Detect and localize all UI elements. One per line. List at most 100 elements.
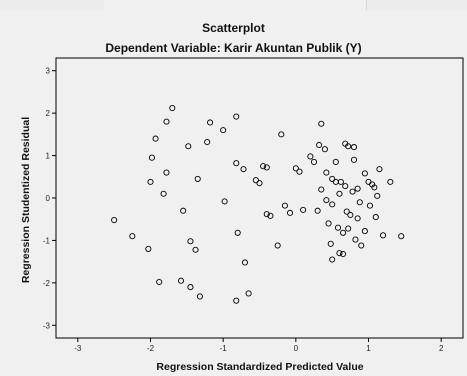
x-tick-label: 1 [366, 344, 371, 353]
x-axis-label: Regression Standardized Predicted Value [156, 361, 364, 373]
scatter-point [129, 233, 136, 240]
scatter-point [160, 190, 167, 197]
scatter-point [332, 158, 339, 165]
scatter-point [316, 141, 323, 149]
scatter-point [145, 245, 152, 252]
scatter-point [241, 259, 249, 266]
y-tick-label: 3 [46, 67, 51, 76]
scatter-point [321, 146, 328, 153]
scatter-point [318, 120, 325, 127]
scatter-point [329, 175, 336, 182]
y-tick-label: -3 [43, 321, 51, 330]
plot-area [55, 57, 464, 339]
scatter-point [323, 169, 330, 176]
scatter-point [300, 206, 307, 213]
scatter-point [349, 188, 356, 195]
scatter-point [152, 135, 159, 142]
x-tick-label: -1 [220, 344, 228, 353]
scatter-point [245, 290, 252, 297]
scatter-point [325, 220, 332, 227]
scatter-point [314, 207, 321, 214]
scatter-point [336, 250, 343, 257]
scatter-point [318, 186, 325, 193]
x-tick-label: -3 [74, 344, 82, 353]
scatter-point [342, 183, 349, 190]
scatter-point [354, 215, 361, 222]
scatter-point [387, 178, 394, 185]
scatter-point [233, 113, 240, 120]
y-tick-label: 0 [46, 194, 51, 203]
scatter-point [147, 178, 154, 185]
y-axis-label: Regression Studentized Residual [20, 116, 32, 284]
scatter-point [260, 163, 267, 170]
y-tick-label: 1 [46, 152, 51, 161]
scatter-point [372, 214, 379, 221]
scatter-point [221, 198, 228, 205]
scatter-point [323, 197, 330, 204]
scatter-point [358, 242, 365, 249]
scatter-point [163, 169, 170, 176]
chart-subtitle: Dependent Variable: Karir Akuntan Publik… [105, 41, 362, 55]
scatter-point [398, 233, 405, 240]
scatter-point [334, 224, 342, 231]
chart-title: Scatterplot [202, 21, 265, 35]
x-tick-label: 2 [439, 344, 444, 353]
scatter-point [340, 250, 347, 258]
scatter-point [156, 278, 163, 286]
scatter-point [196, 293, 203, 300]
scatter-point [267, 212, 274, 219]
scatter-point [366, 202, 374, 209]
scatter-point [336, 190, 343, 197]
scatter-point [371, 184, 378, 191]
scatter-point [281, 202, 288, 209]
scatter-point [278, 131, 285, 138]
scatter-point [263, 211, 270, 218]
y-tick-label: -2 [43, 279, 51, 288]
scatter-point [252, 177, 259, 184]
scatter-point [337, 178, 344, 185]
scatter-point [327, 240, 334, 247]
scatter-point [274, 242, 281, 249]
scatter-point [204, 138, 211, 146]
scatter-point [177, 277, 185, 284]
scatter-point [256, 180, 263, 187]
scatter-point [233, 160, 240, 167]
scatter-point [345, 225, 352, 232]
x-tick-label: 0 [294, 344, 299, 353]
scatter-point [240, 166, 247, 173]
scatter-point [163, 118, 170, 125]
scatter-point [296, 168, 303, 175]
scatter-point [233, 297, 240, 304]
scatter-point [356, 199, 363, 206]
scatter-point [292, 165, 299, 172]
scatter-point [307, 153, 314, 160]
scatter-point [345, 143, 352, 150]
scatter-point [374, 192, 381, 199]
scatter-point [354, 185, 361, 192]
scatter-point [329, 256, 336, 263]
x-tick-label: -2 [147, 344, 155, 353]
scatter-point [148, 154, 155, 161]
scatter-point [263, 164, 270, 171]
y-tick-label: 2 [46, 109, 51, 118]
scatter-point [207, 119, 214, 126]
scatter-point [352, 236, 359, 243]
scatter-point [169, 105, 176, 112]
scatter-point [343, 208, 350, 215]
scatter-point [361, 170, 368, 177]
scatter-point [192, 246, 199, 253]
scatter-point [329, 201, 336, 208]
scatter-point [286, 209, 294, 216]
scatter-point [187, 284, 194, 291]
scatter-point [187, 238, 194, 245]
scatter-point [361, 228, 368, 235]
scatter-point [185, 143, 192, 150]
scatter-point [350, 144, 358, 151]
scatter-point [111, 217, 118, 224]
scatter-point [194, 175, 201, 182]
axis-ticks: -3 -2 -1 0 1 2 3 2 1 0 -1 -2 -3 [43, 67, 444, 353]
scatter-point [220, 127, 227, 134]
scatter-point [376, 166, 383, 173]
scatter-point [380, 232, 387, 239]
